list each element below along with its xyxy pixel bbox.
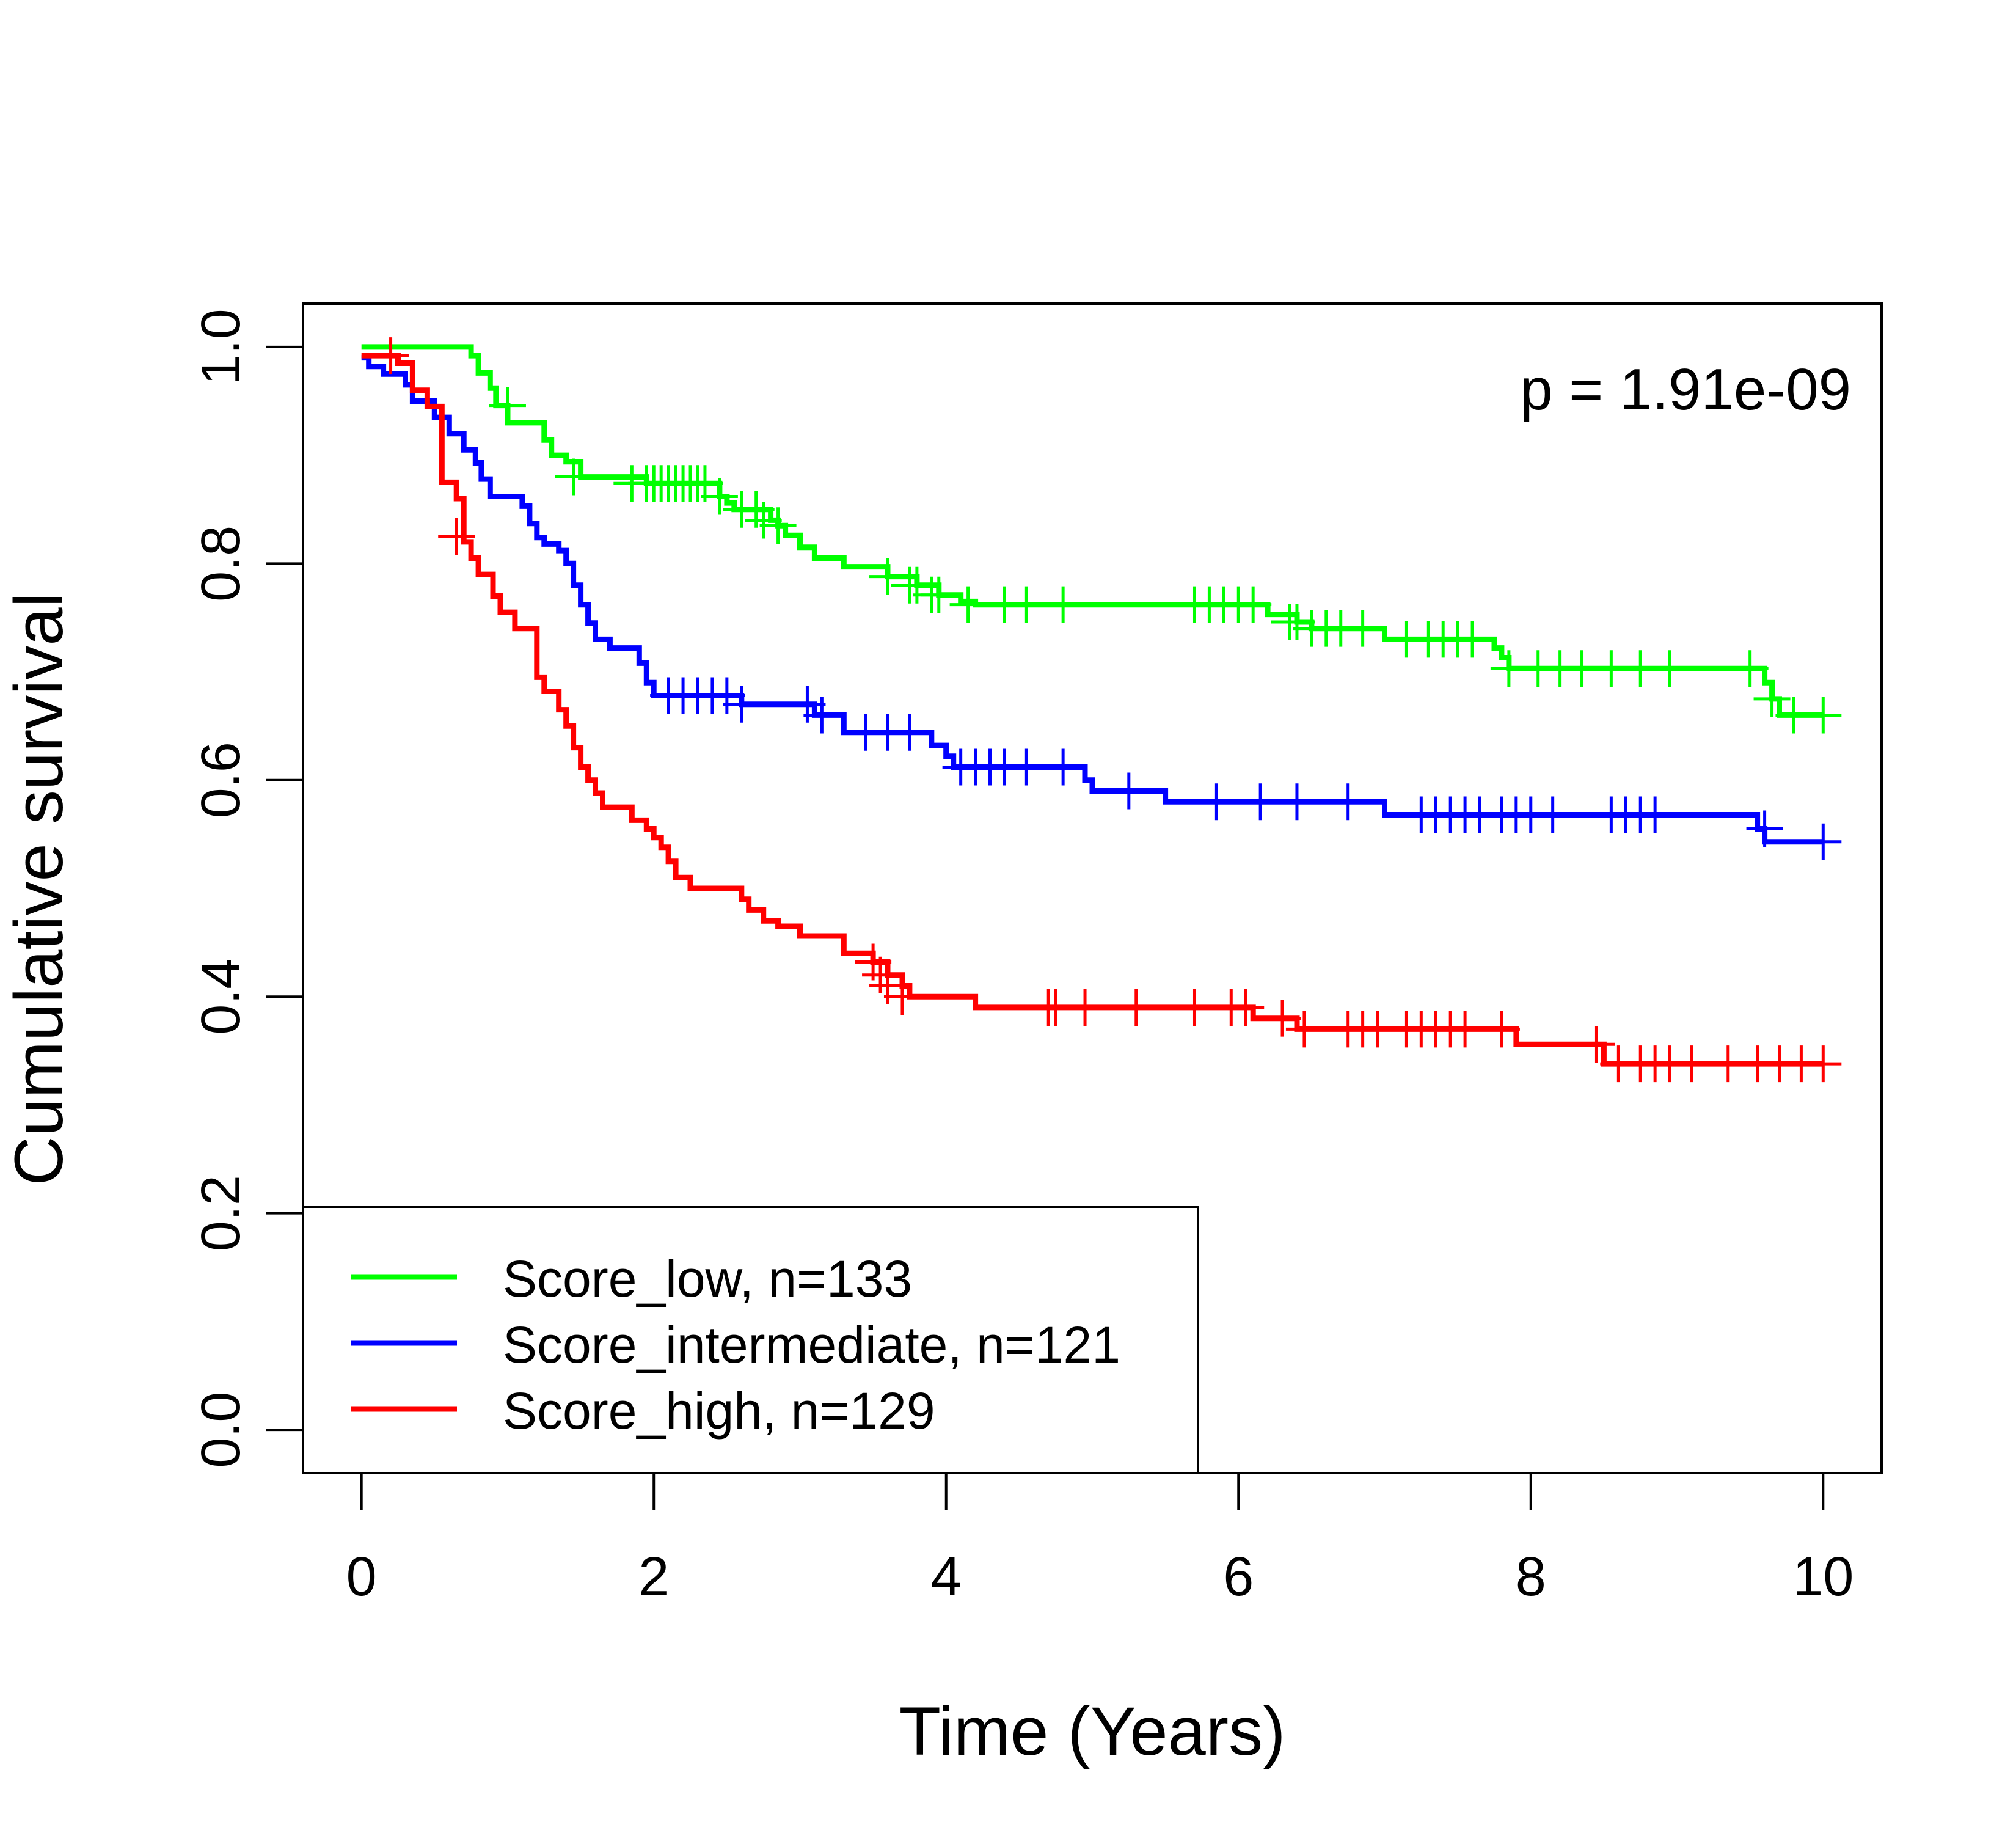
censor-mark	[1117, 989, 1155, 1026]
censor-mark	[1805, 823, 1842, 860]
x-axis: 0 2 4 6 8 10	[346, 1472, 1853, 1608]
censor-mark	[723, 686, 760, 723]
censor-mark	[1227, 989, 1265, 1026]
censor-mark	[1673, 1045, 1710, 1083]
censor-mark	[1447, 1011, 1484, 1048]
p-value-annotation: p = 1.91e-09	[1520, 357, 1851, 422]
x-tick-label: 2	[638, 1546, 669, 1608]
censor-mark	[803, 697, 841, 734]
censor-mark	[1176, 989, 1213, 1026]
censor-mark	[1045, 586, 1082, 623]
censor-mark	[1483, 1011, 1520, 1048]
y-axis-label: Cumulative survival	[1, 593, 77, 1186]
censor-mark	[1746, 810, 1783, 847]
x-axis-label: Time (Years)	[899, 1693, 1286, 1769]
y-tick-label: 0.2	[191, 1175, 252, 1251]
censor-mark	[883, 978, 921, 1015]
series-2	[361, 337, 1842, 1083]
series-layer	[361, 337, 1842, 1083]
censor-mark	[708, 677, 745, 714]
censor-mark	[1731, 650, 1769, 687]
censor-mark	[438, 518, 475, 555]
censor-mark	[1278, 604, 1315, 641]
censor-mark	[1454, 621, 1491, 658]
censor-mark	[1285, 1011, 1323, 1048]
legend: Score_low, n=133 Score_intermediate, n=12…	[302, 1206, 1199, 1474]
y-tick-label: 0.0	[191, 1392, 252, 1468]
legend-label: Score_intermediate, n=121	[503, 1316, 1120, 1374]
legend-label: Score_low, n=133	[503, 1250, 912, 1308]
x-tick-label: 6	[1223, 1546, 1254, 1608]
censor-mark	[891, 714, 928, 751]
y-tick-label: 0.8	[191, 525, 252, 602]
y-tick-label: 1.0	[191, 309, 252, 385]
censor-mark	[1264, 1000, 1301, 1037]
censor-mark	[1578, 1026, 1615, 1063]
censor-mark	[1008, 748, 1045, 786]
censor-mark	[555, 458, 592, 496]
censor-mark	[1235, 586, 1272, 623]
censor-mark	[1534, 796, 1571, 833]
x-tick-label: 10	[1792, 1546, 1853, 1608]
legend-box	[302, 1206, 1199, 1474]
censor-mark	[1008, 586, 1045, 623]
series-0	[361, 344, 1842, 734]
x-tick-label: 0	[346, 1546, 377, 1608]
x-tick-label: 4	[931, 1546, 962, 1608]
censor-mark	[920, 576, 957, 613]
censor-mark	[1344, 610, 1381, 647]
censor-mark	[1110, 772, 1147, 810]
censor-mark	[372, 337, 409, 375]
censor-mark	[869, 558, 907, 595]
censor-mark	[1242, 783, 1279, 821]
censor-mark	[1045, 748, 1082, 786]
legend-label: Score_high, n=129	[503, 1382, 935, 1440]
censor-mark	[898, 566, 935, 604]
censor-mark	[1805, 697, 1842, 734]
y-tick-label: 0.4	[191, 959, 252, 1035]
legend-items: Score_low, n=133 Score_intermediate, n=12…	[351, 1250, 1120, 1440]
censor-mark	[1637, 796, 1674, 833]
censor-mark	[949, 586, 987, 623]
censor-mark	[1651, 650, 1689, 687]
censor-mark	[745, 502, 782, 539]
censor-mark	[1067, 989, 1104, 1026]
x-tick-label: 8	[1516, 1546, 1546, 1608]
censor-mark	[1198, 783, 1235, 821]
series-line	[361, 344, 1824, 718]
y-tick-label: 0.6	[191, 742, 252, 818]
censor-mark	[1753, 680, 1791, 717]
censor-mark	[1329, 783, 1367, 821]
series-1	[361, 355, 1842, 860]
censor-mark	[489, 387, 526, 424]
censor-mark	[759, 507, 797, 544]
censor-mark	[701, 478, 738, 515]
censor-mark	[1805, 1045, 1842, 1083]
censor-mark	[1278, 783, 1315, 821]
